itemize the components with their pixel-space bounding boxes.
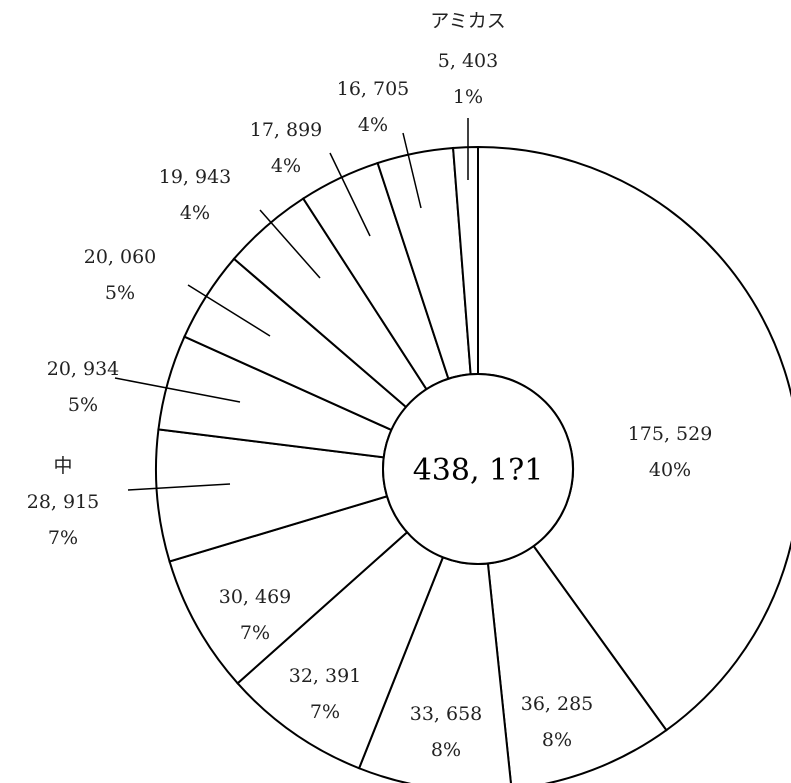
leader-line-7 bbox=[114, 377, 241, 403]
leader-line-group bbox=[114, 118, 469, 491]
slice-value-label-9: 19, 943 bbox=[159, 166, 232, 188]
slice-percent-label-5: 7% bbox=[240, 622, 270, 644]
slice-percent-label-12: 1% bbox=[453, 86, 483, 108]
label-group: 175, 529 40% 36, 285 8% 33, 658 8% 32, 391 7% 30… bbox=[27, 10, 713, 761]
slice-value-label-11: 16, 705 bbox=[337, 78, 410, 100]
slice-percent-label-9: 4% bbox=[180, 202, 210, 224]
leader-line-11 bbox=[402, 132, 422, 209]
donut-hole bbox=[382, 373, 574, 565]
leader-line-8 bbox=[187, 284, 271, 337]
slice-value-label-12: 5, 403 bbox=[438, 50, 498, 72]
slice-value-label-1: 175, 529 bbox=[628, 423, 713, 445]
slice-percent-label-4: 7% bbox=[310, 701, 340, 723]
slice-percent-label-11: 4% bbox=[358, 114, 388, 136]
slice-name-label-6: 中 bbox=[53, 455, 72, 477]
slice-value-label-5: 30, 469 bbox=[219, 586, 292, 608]
slice-percent-label-1: 40% bbox=[649, 459, 691, 481]
leader-line-6 bbox=[127, 483, 231, 491]
slice-percent-label-3: 8% bbox=[431, 739, 461, 761]
slice-value-label-6: 28, 915 bbox=[27, 491, 100, 513]
slice-percent-label-8: 5% bbox=[105, 282, 135, 304]
slice-percent-label-6: 7% bbox=[48, 527, 78, 549]
slice-percent-label-2: 8% bbox=[542, 729, 572, 751]
slice-percent-label-10: 4% bbox=[271, 155, 301, 177]
slice-value-label-10: 17, 899 bbox=[250, 119, 323, 141]
slice-value-label-8: 20, 060 bbox=[84, 246, 157, 268]
slice-value-label-2: 36, 285 bbox=[521, 693, 594, 715]
slice-group bbox=[155, 145, 791, 783]
slice-percent-label-7: 5% bbox=[68, 394, 98, 416]
slice-value-label-3: 33, 658 bbox=[410, 703, 483, 725]
slice-value-label-4: 32, 391 bbox=[289, 665, 362, 687]
total-label: 438, 1?1 bbox=[413, 453, 544, 488]
slice-value-label-7: 20, 934 bbox=[47, 358, 120, 380]
leader-line-10 bbox=[329, 152, 371, 237]
slice-name-label-12: アミカス bbox=[430, 10, 506, 32]
leader-line-9 bbox=[259, 209, 321, 279]
